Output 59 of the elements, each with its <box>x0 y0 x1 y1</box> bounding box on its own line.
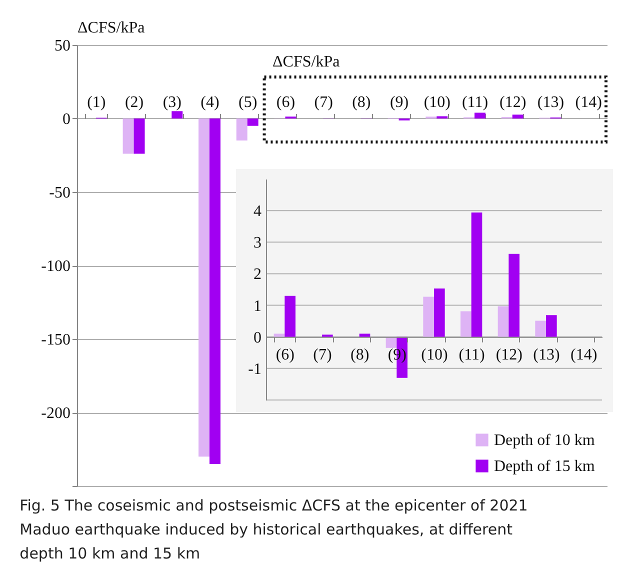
bar <box>274 334 285 337</box>
x-tick-label: (14) <box>575 94 602 111</box>
bar <box>172 111 183 118</box>
y-tick-label: 50 <box>54 38 70 54</box>
y-axis-title: ΔCFS/kPa <box>272 54 340 70</box>
bar <box>460 311 472 337</box>
bar <box>359 334 370 337</box>
bar <box>508 254 520 337</box>
y-axis-title: ΔCFS/kPa <box>78 20 145 36</box>
y-tick-label: -200 <box>41 405 70 422</box>
x-tick-label: (7) <box>313 346 332 364</box>
bar <box>535 320 546 337</box>
x-tick-label: (11) <box>462 94 488 111</box>
x-tick-label: (12) <box>496 346 522 364</box>
y-tick-label: 0 <box>62 111 70 128</box>
bar <box>236 118 248 141</box>
bar <box>198 118 210 457</box>
x-tick-label: (11) <box>458 346 485 364</box>
x-tick-label: (10) <box>424 94 450 111</box>
y-tick-label: -1 <box>248 360 262 378</box>
x-tick-label: (2) <box>124 94 144 111</box>
y-tick-label: 1 <box>254 298 262 315</box>
bar <box>498 306 509 337</box>
x-tick-label: (8) <box>352 94 371 111</box>
legend-label: Depth of 15 km <box>494 458 596 475</box>
y-tick-label: 2 <box>254 266 262 284</box>
bar <box>423 296 434 337</box>
bar <box>122 118 134 154</box>
x-tick-label: (8) <box>350 346 370 364</box>
y-tick-label: 3 <box>254 234 262 252</box>
bar <box>471 212 482 337</box>
bar <box>247 118 258 126</box>
caption: Fig. 5 The coseismic and postseismic ΔCFS at the epicenter of 2021 Maduo earthquake induced by historical earthquakes, at different depth 10 km and 15 km <box>20 496 528 562</box>
y-tick-label: -100 <box>41 258 70 275</box>
y-tick-label: -50 <box>49 184 70 202</box>
x-tick-label: (7) <box>314 94 333 111</box>
x-tick-label: (4) <box>200 94 220 111</box>
legend-label: Depth of 10 km <box>494 432 596 449</box>
x-tick-label: (10) <box>421 346 448 364</box>
bar <box>284 296 296 337</box>
bar <box>546 315 557 337</box>
bar <box>512 114 524 118</box>
x-tick-label: (14) <box>570 346 598 364</box>
y-tick-label: -150 <box>41 332 70 348</box>
x-tick-label: (6) <box>276 94 296 111</box>
x-tick-label: (6) <box>276 346 294 364</box>
bar <box>434 288 445 337</box>
y-tick-label: 0 <box>254 329 262 346</box>
bar <box>474 112 486 118</box>
x-tick-label: (5) <box>238 94 258 111</box>
bar <box>134 118 145 154</box>
y-tick-label: 4 <box>254 203 262 220</box>
x-tick-label: (13) <box>533 346 560 364</box>
x-tick-label: (3) <box>162 94 182 111</box>
x-tick-label: (13) <box>537 94 564 111</box>
x-tick-label: (1) <box>87 94 106 111</box>
x-tick-label: (9) <box>390 94 409 111</box>
bar <box>210 118 220 464</box>
x-tick-label: (12) <box>500 94 526 111</box>
